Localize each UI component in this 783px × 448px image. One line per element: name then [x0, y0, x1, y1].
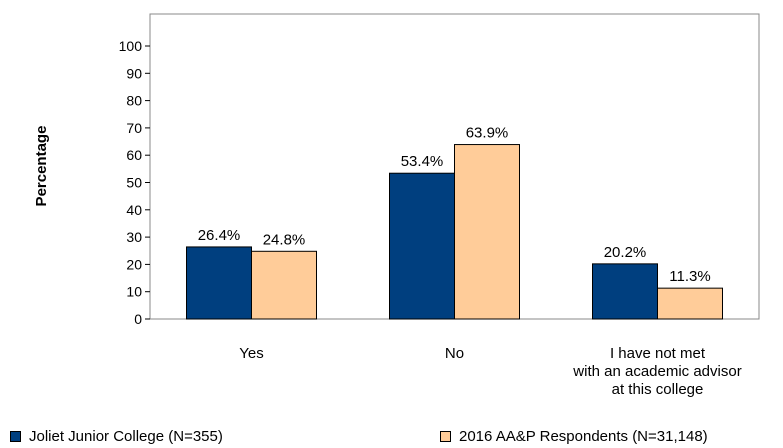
y-tick-label-0: 0 [134, 311, 142, 327]
data-label-0-1: 24.8% [263, 231, 306, 248]
y-tick-label-6: 60 [126, 147, 142, 163]
bar-0-0 [186, 246, 252, 320]
category-label-2: I have not met with an academic advisor at… [572, 345, 741, 398]
category-label-0: Yes [239, 345, 263, 362]
bar-1-1 [454, 144, 520, 320]
y-tick-label-4: 40 [126, 202, 142, 218]
bar-2-1 [657, 287, 723, 320]
data-label-2-1: 11.3% [669, 268, 710, 285]
y-tick-label-3: 30 [126, 229, 142, 245]
legend-label-0: Joliet Junior College (N=355) [29, 428, 223, 445]
y-tick-label-8: 80 [126, 93, 142, 109]
legend-swatch-0 [10, 431, 21, 442]
y-tick-label-5: 50 [126, 175, 142, 191]
legend-item-0: Joliet Junior College (N=355) [10, 428, 223, 445]
data-label-1-0: 53.4% [401, 153, 444, 170]
y-tick-label-7: 70 [126, 120, 142, 136]
y-tick-label-9: 90 [126, 65, 142, 81]
y-axis-label: Percentage [33, 126, 50, 207]
y-tick-label-2: 20 [126, 256, 142, 272]
legend-item-1: 2016 AA&P Respondents (N=31,148) [440, 428, 708, 445]
data-label-0-0: 26.4% [198, 227, 241, 244]
bar-0-1 [251, 250, 317, 320]
legend-swatch-1 [440, 431, 451, 442]
y-tick-label-1: 10 [126, 284, 142, 300]
category-label-1: No [445, 345, 464, 362]
data-label-1-1: 63.9% [466, 125, 509, 142]
legend-label-1: 2016 AA&P Respondents (N=31,148) [459, 428, 708, 445]
y-tick-label-10: 100 [119, 38, 143, 54]
data-label-2-0: 20.2% [604, 244, 647, 261]
bar-1-0 [389, 172, 455, 320]
bar-2-0 [592, 263, 658, 320]
